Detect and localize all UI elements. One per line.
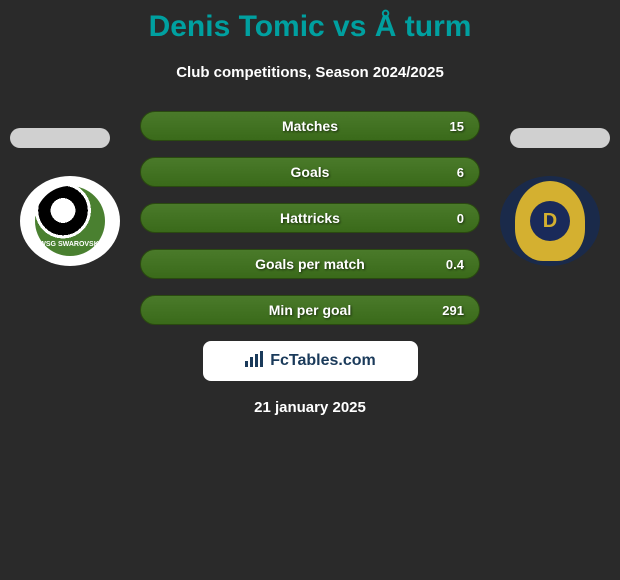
page-title: Denis Tomic vs Å turm (0, 10, 620, 44)
stat-label: Goals per match (255, 256, 365, 272)
stat-value-right: 0.4 (446, 257, 464, 272)
club-logo-right-letter: D (530, 201, 570, 241)
footer-brand-text: FcTables.com (270, 352, 376, 370)
stat-row-goals-per-match: Goals per match 0.4 (140, 249, 480, 279)
stat-row-goals: Goals 6 (140, 157, 480, 187)
subtitle: Club competitions, Season 2024/2025 (0, 64, 620, 81)
stat-label: Matches (282, 118, 338, 134)
player-avatar-left (10, 128, 110, 148)
date-text: 21 january 2025 (0, 399, 620, 416)
stat-row-hattricks: Hattricks 0 (140, 203, 480, 233)
stat-label: Hattricks (280, 210, 340, 226)
club-logo-right-inner: D (515, 181, 585, 261)
club-logo-right[interactable]: D (500, 176, 600, 266)
stat-row-matches: Matches 15 (140, 111, 480, 141)
stat-label: Min per goal (269, 302, 351, 318)
club-logo-left[interactable]: WSG SWAROVSKI (20, 176, 120, 266)
stat-value-right: 6 (457, 165, 464, 180)
club-logo-left-text: WSG SWAROVSKI (39, 241, 100, 248)
stat-row-min-per-goal: Min per goal 291 (140, 295, 480, 325)
stats-container: Matches 15 Goals 6 Hattricks 0 Goals per… (140, 111, 480, 325)
chart-icon (244, 351, 264, 372)
stat-value-right: 0 (457, 211, 464, 226)
club-logo-left-inner: WSG SWAROVSKI (35, 186, 105, 256)
stat-value-right: 15 (450, 119, 464, 134)
footer-brand-link[interactable]: FcTables.com (203, 341, 418, 381)
player-avatar-right (510, 128, 610, 148)
stat-label: Goals (291, 164, 330, 180)
stat-value-right: 291 (442, 303, 464, 318)
